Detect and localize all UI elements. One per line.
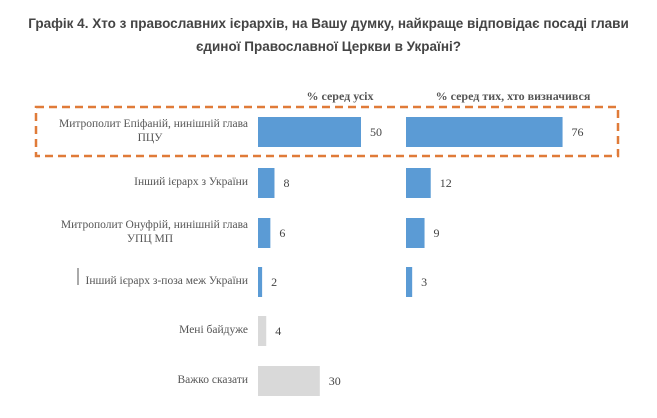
data-label: 8 [283, 176, 289, 190]
data-label: 3 [421, 275, 427, 289]
data-label: 76 [572, 125, 584, 139]
category-label: УПЦ МП [127, 233, 173, 245]
category-label: Важко сказати [178, 374, 249, 386]
category-label: ПЦУ [138, 132, 164, 144]
data-label: 12 [440, 176, 452, 190]
bar [406, 117, 563, 147]
category-label: Мені байдуже [179, 324, 248, 336]
data-label: 6 [279, 226, 285, 240]
bar [258, 316, 267, 346]
bar [258, 218, 271, 248]
category-label: Інший ієрарх з-поза меж України [86, 275, 248, 287]
category-label: Інший ієрарх з України [134, 176, 248, 188]
data-label: 30 [329, 374, 341, 388]
chart-title: Графік 4. Хто з православних ієрархів, н… [0, 12, 657, 58]
data-label: 50 [370, 125, 382, 139]
series-header: % серед тих, хто визначився [436, 89, 591, 103]
bar [258, 366, 320, 396]
category-label: Митрополит Епіфаній, нинішній глава [59, 118, 248, 130]
bar [406, 218, 425, 248]
chart-title-line2: єдиної Православної Церкви в Україні? [195, 39, 462, 54]
category-label: Митрополит Онуфрій, нинішній глава [61, 219, 248, 231]
bar [406, 168, 431, 198]
bar [406, 267, 413, 297]
data-label: 4 [275, 324, 281, 338]
data-label: 9 [434, 226, 440, 240]
chart-title-line1: Графік 4. Хто з православних ієрархів, н… [28, 16, 629, 31]
bar [258, 267, 263, 297]
bar [258, 168, 275, 198]
highlight-box [34, 105, 620, 158]
series-header: % серед усіх [306, 89, 373, 103]
data-label: 2 [271, 275, 277, 289]
bar [258, 117, 361, 147]
